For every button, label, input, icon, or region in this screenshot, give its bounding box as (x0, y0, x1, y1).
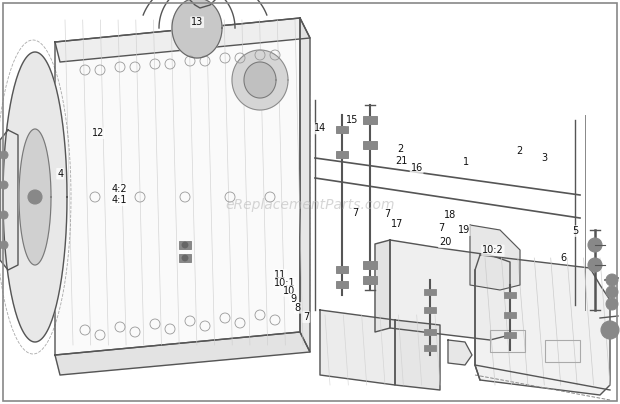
Bar (179, 241, 191, 249)
Polygon shape (55, 18, 300, 355)
Bar (504, 312, 516, 318)
Text: 4:1: 4:1 (112, 196, 127, 205)
Bar (179, 254, 191, 262)
Polygon shape (395, 320, 440, 390)
Text: 10:1: 10:1 (274, 278, 295, 288)
Bar (363, 276, 377, 284)
Text: 5: 5 (572, 226, 578, 236)
Polygon shape (0, 130, 18, 270)
Text: 12: 12 (92, 128, 104, 138)
Bar (424, 307, 436, 313)
Polygon shape (172, 0, 222, 58)
Polygon shape (19, 129, 51, 265)
Text: 14: 14 (314, 124, 327, 133)
Text: 9: 9 (290, 294, 296, 304)
Text: 2: 2 (516, 147, 523, 156)
Circle shape (588, 238, 602, 252)
Polygon shape (475, 255, 610, 395)
Polygon shape (55, 332, 310, 375)
Bar (424, 329, 436, 335)
Polygon shape (320, 310, 395, 385)
Circle shape (601, 321, 619, 339)
Polygon shape (448, 340, 472, 365)
Text: 4:2: 4:2 (111, 184, 127, 194)
Circle shape (182, 255, 188, 261)
Bar (424, 345, 436, 351)
Text: 17: 17 (391, 219, 403, 229)
Bar (424, 289, 436, 295)
Circle shape (28, 190, 42, 204)
Text: 13: 13 (191, 17, 203, 27)
Text: 19: 19 (458, 225, 470, 235)
Bar (504, 332, 516, 338)
Text: 15: 15 (346, 116, 358, 125)
Circle shape (182, 242, 188, 248)
Text: 7: 7 (384, 209, 391, 219)
Text: 11: 11 (274, 270, 286, 280)
Bar (363, 116, 377, 124)
Text: 4: 4 (57, 169, 63, 179)
Polygon shape (300, 18, 310, 352)
Text: 7: 7 (438, 223, 445, 233)
Text: 10:2: 10:2 (482, 246, 504, 255)
Polygon shape (470, 225, 520, 290)
Circle shape (606, 286, 618, 298)
Text: 18: 18 (444, 210, 456, 220)
Circle shape (0, 181, 8, 189)
Text: 2: 2 (397, 145, 403, 154)
Text: 8: 8 (294, 303, 301, 313)
Text: 21: 21 (395, 156, 407, 166)
Bar (336, 281, 348, 288)
Circle shape (0, 241, 8, 249)
Circle shape (588, 258, 602, 272)
Text: eReplacementParts.com: eReplacementParts.com (225, 198, 395, 212)
Bar (336, 266, 348, 273)
Circle shape (606, 274, 618, 286)
Polygon shape (375, 240, 390, 332)
Bar (363, 261, 377, 269)
Circle shape (0, 151, 8, 159)
Polygon shape (390, 240, 510, 340)
Circle shape (0, 211, 8, 219)
Bar (363, 141, 377, 149)
Text: 6: 6 (560, 253, 567, 263)
Polygon shape (55, 18, 310, 62)
Bar (490, 330, 525, 352)
Bar (336, 151, 348, 158)
Text: 1: 1 (463, 157, 469, 166)
Circle shape (606, 298, 618, 310)
Text: 3: 3 (541, 153, 547, 162)
Bar (504, 292, 516, 298)
Polygon shape (232, 50, 288, 110)
Bar (336, 126, 348, 133)
Text: 20: 20 (439, 238, 451, 247)
Text: 10: 10 (283, 286, 296, 296)
Polygon shape (244, 62, 276, 98)
Text: 16: 16 (410, 163, 423, 173)
Text: 7: 7 (352, 208, 358, 218)
Text: 7: 7 (303, 312, 309, 322)
Bar (545, 340, 580, 362)
Polygon shape (3, 52, 67, 342)
